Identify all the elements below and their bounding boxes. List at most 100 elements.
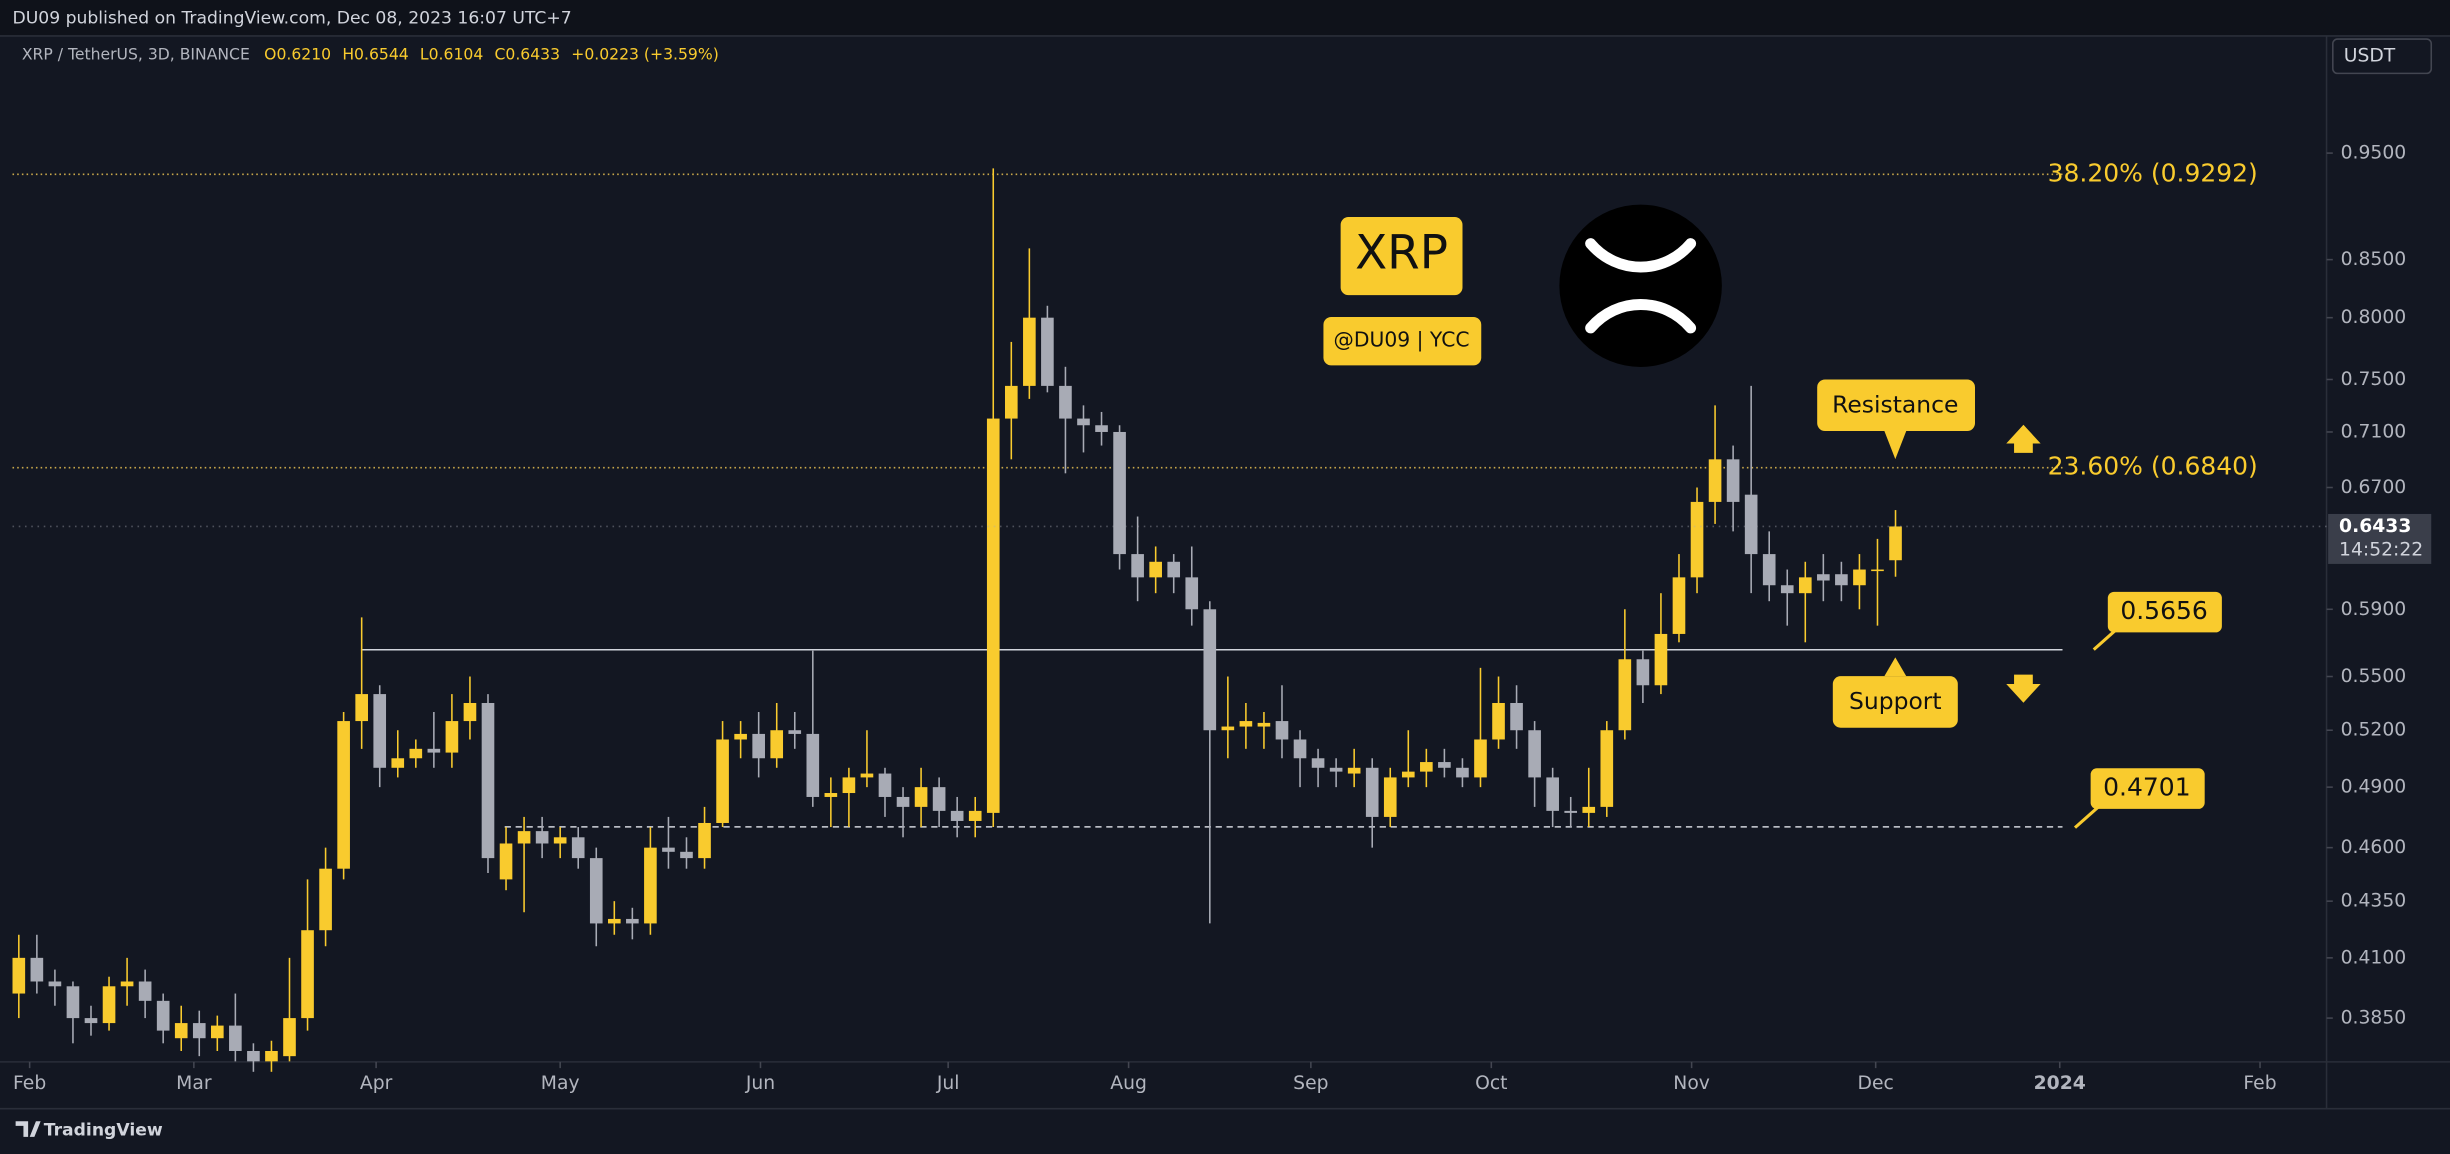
candle-body [1401, 771, 1415, 778]
candle-body [553, 837, 567, 844]
candle-body [499, 843, 513, 880]
candle-body [571, 837, 585, 859]
candle-body [66, 986, 80, 1019]
candle-body [1311, 758, 1325, 768]
x-tick-label: Dec [1858, 1073, 1894, 1094]
candle-body [1383, 777, 1397, 817]
x-tick-label: Aug [1110, 1073, 1147, 1094]
candle-body [319, 868, 332, 931]
candle-body [1275, 721, 1289, 740]
support-box [1832, 676, 1958, 728]
candle-body [1636, 659, 1650, 686]
candle-body [986, 418, 1000, 813]
brand: TradingView [44, 1121, 163, 1141]
y-tick-label: 0.5900 [2341, 599, 2407, 620]
candle-body [355, 694, 368, 722]
ohlc: H0.6544 [342, 45, 408, 63]
candle-body [788, 730, 802, 734]
y-tick-label: 0.8500 [2341, 249, 2407, 270]
y-tick-label: 0.6700 [2341, 477, 2407, 498]
price-tag [2328, 513, 2432, 564]
candle-body [806, 733, 820, 797]
candle-body [1582, 806, 1596, 813]
candle-body [1474, 739, 1487, 778]
candle-body [1456, 767, 1469, 778]
candle-body [1564, 810, 1578, 813]
candle-body [1329, 767, 1343, 772]
candle-body [607, 918, 621, 924]
candle-body [1528, 730, 1541, 778]
brand-logo [15, 1121, 41, 1137]
candle-body [644, 847, 657, 924]
candle-body [1546, 777, 1559, 811]
author-box [1323, 316, 1482, 366]
low-support-price: 0.4701 [2103, 773, 2190, 802]
candle-body [896, 796, 910, 807]
candle-body [102, 986, 116, 1024]
candle-body [1780, 585, 1794, 594]
candle-body [373, 694, 387, 768]
candle-body [1221, 726, 1235, 731]
currency-box[interactable] [2332, 38, 2433, 75]
support-price: 0.5656 [2120, 596, 2207, 625]
candle-body [734, 733, 747, 740]
y-tick-label: 0.7100 [2341, 421, 2407, 442]
candle-body [391, 758, 405, 768]
candle-body [1095, 425, 1108, 432]
y-tick-label: 0.4600 [2341, 837, 2407, 858]
candle-body [1690, 501, 1704, 578]
x-tick-label: Jun [745, 1073, 775, 1094]
candle-body [337, 721, 350, 869]
candle-body [1510, 702, 1523, 731]
x-tick-label: Sep [1293, 1073, 1328, 1094]
x-tick-label: Apr [360, 1073, 393, 1094]
header-bar [0, 0, 2450, 36]
xrp-logo [1559, 204, 1722, 367]
candle-body [1708, 459, 1722, 502]
x-tick-label: Oct [1475, 1073, 1507, 1094]
candle-body [932, 787, 946, 811]
candle-body [247, 1050, 260, 1062]
candle-body [517, 831, 531, 844]
candle-body [120, 981, 134, 987]
candle-body [824, 793, 838, 797]
candle-body [1077, 418, 1090, 426]
x-tick-label: May [541, 1073, 580, 1094]
symbol-legend: XRP / TetherUS, 3D, BINANCE O0.6210 H0.6… [22, 45, 719, 63]
candle-body [30, 957, 44, 982]
candle-body [1762, 554, 1776, 586]
published-text: DU09 published on TradingView.com, Dec 0… [13, 9, 572, 29]
candle-body [1185, 577, 1199, 610]
candle-body [1167, 561, 1181, 578]
candle-body [409, 748, 423, 759]
candle-body [680, 851, 693, 859]
low-support-price-box [2090, 768, 2205, 809]
candle-body [1004, 385, 1018, 419]
last-price: 0.6433 [2339, 516, 2411, 537]
fib-label: 23.60% (0.6840) [2048, 452, 2258, 481]
y-tick-label: 0.3850 [2341, 1008, 2407, 1029]
candle-body [1618, 659, 1632, 731]
candle-body [1600, 730, 1614, 807]
candle-body [1257, 722, 1271, 727]
candle-body [1203, 609, 1217, 731]
candle-body [860, 773, 874, 778]
candle-body [968, 810, 982, 821]
currency: USDT [2344, 46, 2396, 67]
pointer [1884, 657, 1907, 677]
candle-body [192, 1023, 206, 1039]
coin-label: XRP [1355, 227, 1448, 281]
x-tick-label: Jul [936, 1073, 960, 1094]
candle-body [1853, 569, 1866, 586]
candle-body [1420, 762, 1433, 772]
candle-body [698, 822, 711, 859]
candle-body [589, 858, 603, 924]
y-tick-label: 0.8000 [2341, 307, 2407, 328]
ohlc: C0.6433 [494, 45, 560, 63]
candle-body [1023, 317, 1036, 386]
x-tick-label: Mar [176, 1073, 212, 1094]
resistance-box [1817, 379, 1975, 431]
up-arrow [2006, 424, 2041, 453]
